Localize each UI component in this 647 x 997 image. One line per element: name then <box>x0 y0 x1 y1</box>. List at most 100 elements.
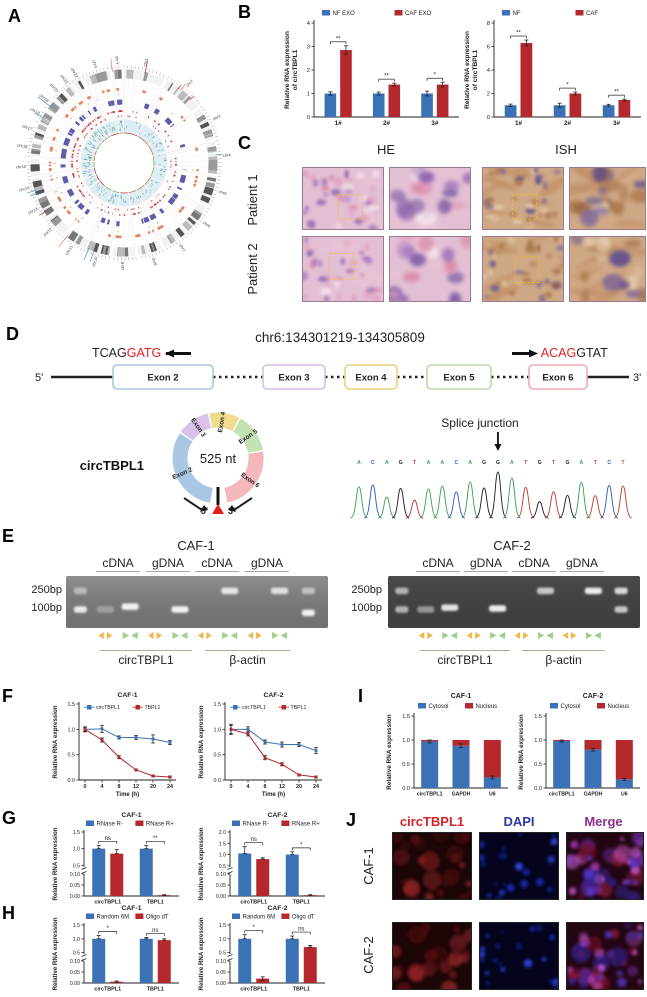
svg-text:Exon 3: Exon 3 <box>278 373 309 384</box>
svg-text:12: 12 <box>133 784 139 790</box>
svg-text:GAPDH: GAPDH <box>452 792 471 798</box>
svg-text:TBPL1: TBPL1 <box>147 900 164 906</box>
svg-text:A: A <box>510 460 514 466</box>
he-image <box>302 167 384 230</box>
svg-text:chr5: chr5 <box>218 189 228 196</box>
ish-svg <box>483 168 563 229</box>
gel2-title: CAF-2 <box>493 538 531 553</box>
svg-text:1.5: 1.5 <box>73 923 80 929</box>
svg-text:chr18: chr18 <box>29 106 41 116</box>
gel2-group2-line <box>522 650 605 651</box>
svg-text:TBPL1: TBPL1 <box>293 987 310 993</box>
svg-text:3': 3' <box>633 372 641 384</box>
svg-text:0.10: 0.10 <box>216 959 226 965</box>
svg-text:C: C <box>454 460 458 466</box>
svg-text:chr10: chr10 <box>91 255 99 267</box>
svg-text:A: A <box>357 460 361 466</box>
svg-text:CAF EXO: CAF EXO <box>405 11 432 17</box>
he-svg <box>303 237 383 301</box>
svg-text:Relative RNA expression: Relative RNA expression <box>284 31 291 109</box>
gel-svg <box>388 576 640 639</box>
left-primer-red: GATG <box>126 346 162 360</box>
ish-zoom-image <box>569 167 646 230</box>
left-arrow-icon <box>164 349 191 358</box>
oligo-chart-caf2: CAF-2 Random 6M Oligo dT 0.00 0.05 0.10 0.5 1.0… <box>196 903 328 995</box>
svg-text:4: 4 <box>487 68 491 74</box>
svg-text:20: 20 <box>296 784 302 790</box>
svg-text:circTBPL1: circTBPL1 <box>96 705 120 711</box>
svg-text:Time (h): Time (h) <box>116 792 139 798</box>
svg-text:CAF-1: CAF-1 <box>121 905 141 912</box>
svg-text:A: A <box>427 460 431 466</box>
panel-label-h: H <box>2 903 15 923</box>
gel1-100bp-label: 100bp <box>31 602 62 614</box>
svg-text:Random 6M: Random 6M <box>243 915 276 921</box>
svg-text:1.0: 1.0 <box>219 937 226 943</box>
svg-text:0.00: 0.00 <box>216 894 226 900</box>
splice-junction-label: Splice junction <box>441 416 519 430</box>
gel2-header-gdna1: gDNA <box>464 556 508 572</box>
svg-text:1.5: 1.5 <box>219 923 226 929</box>
svg-text:8: 8 <box>118 784 121 790</box>
bar-chart-svg: NF EXO CAF EXO 0 1 2 3 4 Relative RNA expressio… <box>284 10 459 127</box>
j-circtbpl1-header: circTBPL1 <box>399 814 465 829</box>
gel2-250bp-label: 250bp <box>351 584 382 596</box>
j-caf1-label: CAF-1 <box>360 847 376 885</box>
strand-svg: 5' 3' Exon 2 Exon 3 Exon 4 Exon 5 Exon 6 <box>35 364 641 390</box>
svg-text:CAF-2: CAF-2 <box>267 812 287 819</box>
svg-text:1#: 1# <box>515 120 523 127</box>
svg-text:G: G <box>482 460 486 466</box>
panel-label-i: I <box>358 686 364 706</box>
svg-text:0.5: 0.5 <box>73 951 80 957</box>
svg-text:circTBPL1: circTBPL1 <box>417 792 443 798</box>
svg-text:0: 0 <box>487 115 490 121</box>
dapi-svg <box>480 833 558 899</box>
svg-text:chr22: chr22 <box>70 67 80 79</box>
svg-text:chr3: chr3 <box>212 113 222 121</box>
panel-label-e: E <box>2 526 15 546</box>
gel2-header-cdna2: cDNA <box>512 556 556 572</box>
svg-text:Relative RNA expression: Relative RNA expression <box>198 917 205 990</box>
patient1-label: Patient 1 <box>244 174 260 226</box>
svg-text:0.5: 0.5 <box>534 762 542 768</box>
svg-text:Oligo dT: Oligo dT <box>292 915 315 921</box>
svg-text:3: 3 <box>307 45 310 51</box>
svg-text:1.5: 1.5 <box>214 702 222 708</box>
he-zoom-image <box>389 236 471 302</box>
svg-text:0.5: 0.5 <box>219 864 226 870</box>
ish-image <box>482 236 564 302</box>
strand-diagram: 5' 3' Exon 2 Exon 3 Exon 4 Exon 5 Exon 6 <box>33 358 645 396</box>
line-chart-svg: CAF-1 circTBPL1 TBPL1 0.0 0.5 1.0 1.5 0 4 8 12 20 24… <box>52 692 176 798</box>
svg-text:chrX: chrX <box>91 59 98 69</box>
svg-text:chr2: chr2 <box>185 78 195 88</box>
svg-text:U6: U6 <box>489 792 496 798</box>
bar-chart-svg: NF CAF 0 2 4 6 8 Relative RNA expression of circ… <box>464 10 641 127</box>
j-dapi-header: DAPI <box>503 814 535 829</box>
svg-text:1.5: 1.5 <box>402 714 410 720</box>
svg-text:GAPDH: GAPDH <box>584 792 603 798</box>
svg-text:4: 4 <box>247 784 250 790</box>
svg-text:circTBPL1: circTBPL1 <box>240 987 267 993</box>
svg-text:G: G <box>399 460 403 466</box>
svg-text:1.5: 1.5 <box>68 702 76 708</box>
svg-text:T: T <box>594 460 597 466</box>
red-svg <box>393 833 471 899</box>
svg-text:2#: 2# <box>383 120 391 127</box>
fluor-dapi-image <box>479 832 559 900</box>
ish-image <box>482 167 564 230</box>
gel1-circtbpl1-label: circTBPL1 <box>118 653 174 667</box>
svg-text:**: ** <box>336 36 341 42</box>
svg-text:CAF-2: CAF-2 <box>583 693 604 700</box>
svg-text:Relative RNA expression: Relative RNA expression <box>198 827 205 900</box>
svg-text:chr20: chr20 <box>49 82 60 94</box>
svg-text:0.0: 0.0 <box>68 778 76 784</box>
svg-text:circTBPL1: circTBPL1 <box>549 792 575 798</box>
svg-text:525 nt: 525 nt <box>200 451 237 466</box>
svg-text:1.0: 1.0 <box>73 847 80 853</box>
svg-text:5': 5' <box>35 372 43 384</box>
broken-bar-svg: CAF-1 RNase R- RNase R+ 0.00 0.05 0.10 0.5 1.0 1… <box>52 812 179 906</box>
line-chart-caf2: CAF-2 circTBPL1 TBPL1 0.0 0.5 1.0 1.5 0 4 8 12 20 24… <box>196 690 328 800</box>
gel2-100bp-label: 100bp <box>351 602 382 614</box>
svg-text:chr15: chr15 <box>16 164 27 170</box>
